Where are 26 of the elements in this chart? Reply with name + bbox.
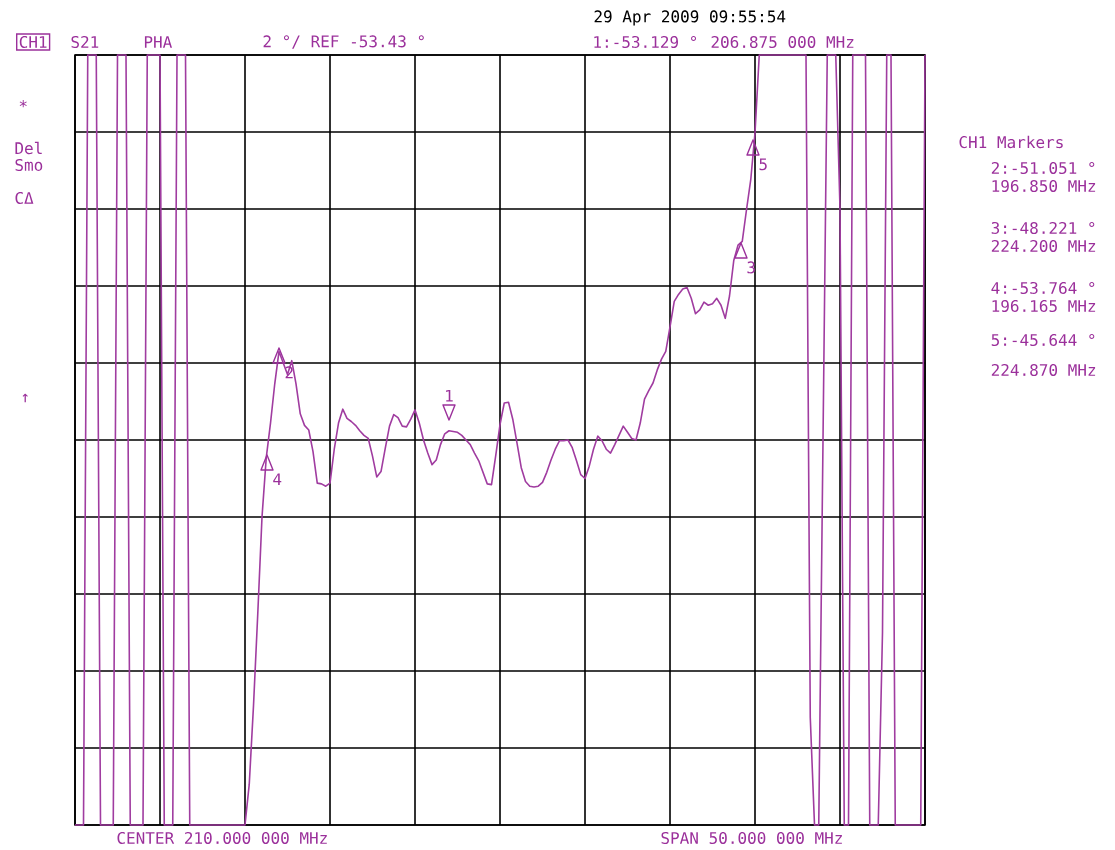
text: ↑ <box>22 393 28 403</box>
text: 196.165 MHz <box>992 299 1096 313</box>
text: 5:-45.644 ° <box>991 333 1095 347</box>
text: CH1 <box>19 35 47 49</box>
text: 196.850 MHz <box>992 179 1096 193</box>
text: Del <box>15 141 42 155</box>
text: CENTER 210.000 000 MHz <box>117 831 327 845</box>
annotation: 1 <box>446 389 453 402</box>
text: CΔ <box>15 191 34 205</box>
annotation: 4 <box>273 473 282 486</box>
text: 3:-48.221 ° <box>991 221 1095 235</box>
text: PHA <box>144 36 173 48</box>
text: 2:-51.051 ° <box>991 161 1095 175</box>
text: Smo <box>15 158 43 172</box>
text: * <box>19 100 27 108</box>
text: 224.200 MHz <box>991 239 1096 253</box>
text: S21 <box>71 35 99 49</box>
text: 224.870 MHz <box>991 363 1096 377</box>
text: SPAN 50.000 000 MHz <box>661 831 842 845</box>
text: CH1 Markers <box>959 135 1063 149</box>
text: 2 °/ REF -53.43 ° <box>263 35 424 49</box>
text: 29 Apr 2009 09:55:54 <box>594 10 786 26</box>
text: 1:-53.129 ° <box>594 35 697 49</box>
annotation: 5 <box>759 158 767 171</box>
text: 4:-53.764 ° <box>991 281 1095 295</box>
text: 206.875 000 MHz <box>711 35 854 49</box>
